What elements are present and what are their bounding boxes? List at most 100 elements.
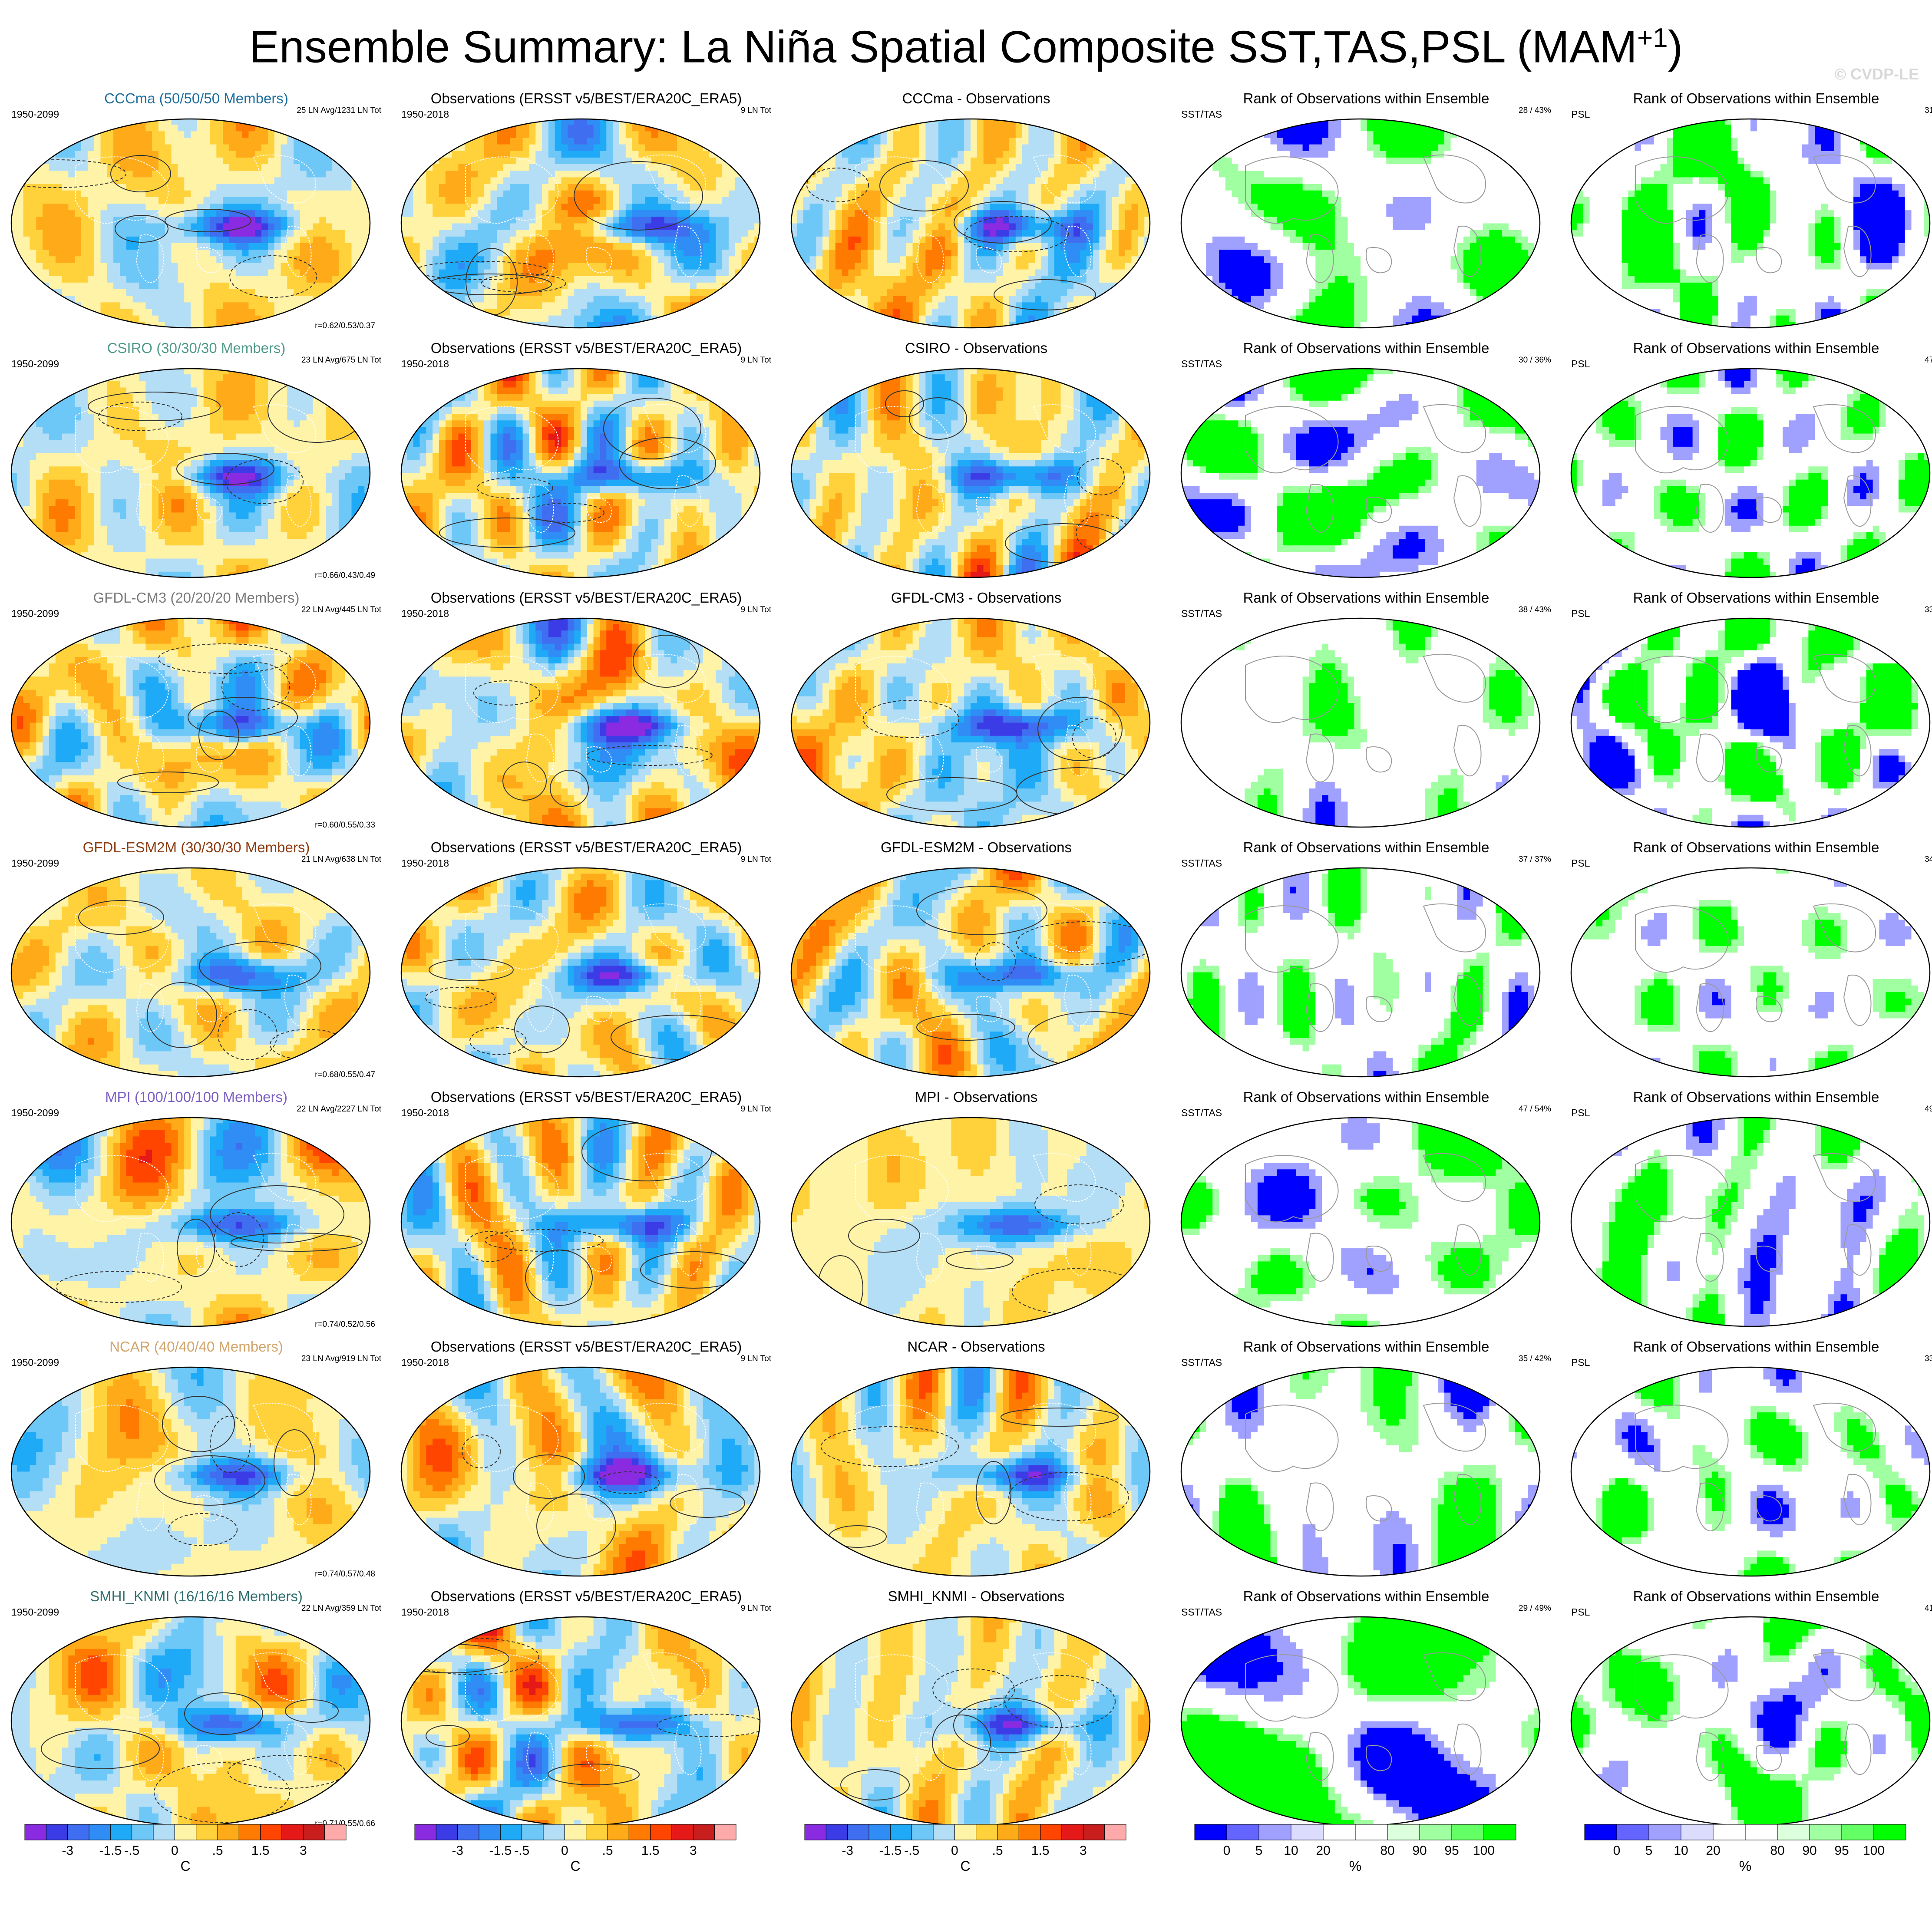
colorbar-tick-label: 0 [1223, 1843, 1231, 1858]
colorbar-tick-label: 100 [1473, 1843, 1495, 1858]
map-plot [400, 867, 761, 1078]
colorbar-box [522, 1824, 543, 1840]
colorbar-box [153, 1824, 175, 1840]
map-plot [1180, 1117, 1541, 1327]
map-plot [10, 867, 371, 1078]
map-plot [1570, 867, 1931, 1078]
colorbar-box [826, 1824, 847, 1840]
panel-title: Rank of Observations within Ensemble [1565, 839, 1932, 856]
panel-title: Observations (ERSST v5/BEST/ERA20C_ERA5) [395, 1339, 777, 1355]
colorbar-box [68, 1824, 89, 1840]
rank-percent: 49% [1925, 1105, 1932, 1114]
map-plot [400, 368, 761, 578]
colorbar-box [415, 1824, 436, 1840]
colorbar-tick-label: -1.5 [489, 1843, 512, 1858]
panel-rank_psl: Rank of Observations within Ensemble PSL 3… [1565, 1335, 1932, 1585]
colorbar-box [1040, 1824, 1062, 1840]
colorbar-box [1649, 1824, 1681, 1840]
colorbar-tick-label: .5 [602, 1843, 613, 1858]
colorbar-box [132, 1824, 153, 1840]
panel-diff: GFDL-ESM2M - Observations [785, 836, 1167, 1085]
colorbar-tick-label: .5 [212, 1843, 223, 1858]
panel-title: Rank of Observations within Ensemble [1175, 1339, 1557, 1355]
colorbar-tick-label: 90 [1802, 1843, 1816, 1858]
map-plot [1570, 1616, 1931, 1827]
colorbar-box [303, 1824, 324, 1840]
rank-percent: 33% [1925, 1354, 1932, 1364]
panel-title: MPI - Observations [785, 1089, 1167, 1105]
rank-percent: 31% [1925, 106, 1932, 115]
rank-percent: 47% [1925, 356, 1932, 365]
colorbar-unit: % [1349, 1858, 1361, 1874]
panel-model: SMHI_KNMI (16/16/16 Members) 1950-2099 22 … [5, 1585, 387, 1834]
panel-diff: CCCma - Observations [785, 87, 1167, 336]
panel-title: SMHI_KNMI (16/16/16 Members) [5, 1588, 387, 1605]
map-plot [10, 1616, 371, 1827]
panel-title: Rank of Observations within Ensemble [1175, 1588, 1557, 1605]
map-plot [1570, 118, 1931, 329]
panel-title: GFDL-CM3 - Observations [785, 590, 1167, 606]
colorbar-box [1713, 1824, 1745, 1840]
temperature-colorbar: -3 -1.5 -.5 0.5 1.5 3 C [24, 1824, 354, 1884]
colorbar-box [261, 1824, 282, 1840]
colorbar-tick-label: 95 [1834, 1843, 1849, 1858]
colorbar-box [500, 1824, 522, 1840]
map-plot [400, 617, 761, 828]
panel-title: Rank of Observations within Ensemble [1175, 839, 1557, 856]
colorbar-tick-label: .5 [992, 1843, 1003, 1858]
colorbar-box [1810, 1824, 1842, 1840]
map-plot [790, 368, 1151, 578]
panel-diff: CSIRO - Observations [785, 336, 1167, 586]
colorbar-tick-label: 3 [300, 1843, 307, 1858]
map-plot [400, 1616, 761, 1827]
colorbar-box [997, 1824, 1019, 1840]
title-main: Ensemble Summary: La Niña Spatial Compos… [249, 22, 1637, 73]
temperature-colorbar: -3 -1.5 -.5 0.5 1.5 3 C [414, 1824, 744, 1884]
panel-diff: MPI - Observations [785, 1085, 1167, 1335]
panel-title: NCAR - Observations [785, 1339, 1167, 1355]
colorbar-box [1019, 1824, 1040, 1840]
colorbar-tick-label: 20 [1706, 1843, 1720, 1858]
colorbar-tick-label: 20 [1316, 1843, 1330, 1858]
colorbar-box [1062, 1824, 1083, 1840]
panel-title: NCAR (40/40/40 Members) [5, 1339, 387, 1355]
map-plot [1570, 368, 1931, 578]
colorbar-box [458, 1824, 479, 1840]
colorbar-box [933, 1824, 954, 1840]
colorbar-box [1387, 1824, 1420, 1840]
map-plot [790, 1117, 1151, 1327]
event-count: 9 LN Tot [741, 356, 771, 365]
map-plot [10, 368, 371, 578]
panel-title: Observations (ERSST v5/BEST/ERA20C_ERA5) [395, 590, 777, 606]
colorbar-tick-label: 10 [1674, 1843, 1688, 1858]
map-plot [790, 867, 1151, 1078]
panel-rank_sst: Rank of Observations within Ensemble SST/… [1175, 836, 1557, 1085]
panel-rank_psl: Rank of Observations within Ensemble PSL 4… [1565, 1085, 1932, 1335]
map-plot [1180, 118, 1541, 329]
panel-diff: NCAR - Observations [785, 1335, 1167, 1585]
colorbar-box [1777, 1824, 1810, 1840]
temperature-colorbar: -3 -1.5 -.5 0.5 1.5 3 C [804, 1824, 1134, 1884]
colorbar-tick-label: 0 [951, 1843, 958, 1858]
colorbar-box [586, 1824, 608, 1840]
panel-title: Rank of Observations within Ensemble [1175, 340, 1557, 356]
colorbar-box [715, 1824, 736, 1840]
panel-rank_sst: Rank of Observations within Ensemble SST/… [1175, 1585, 1557, 1834]
colorbar-box [1874, 1824, 1906, 1840]
colorbar-box [1452, 1824, 1484, 1840]
colorbar-box [672, 1824, 693, 1840]
rank-percent: 35 / 42% [1519, 1354, 1551, 1364]
colorbar-box [565, 1824, 586, 1840]
map-plot [1180, 617, 1541, 828]
panel-title: Rank of Observations within Ensemble [1175, 590, 1557, 606]
colorbar-box [651, 1824, 672, 1840]
colorbar-box [239, 1824, 260, 1840]
rank-percent: 38 / 43% [1519, 605, 1551, 615]
panel-obs: Observations (ERSST v5/BEST/ERA20C_ERA5)… [395, 1085, 777, 1335]
colorbar-box [325, 1824, 346, 1840]
colorbar-box [869, 1824, 890, 1840]
panel-title: Observations (ERSST v5/BEST/ERA20C_ERA5) [395, 839, 777, 856]
colorbar-box [1323, 1824, 1355, 1840]
panel-title: Observations (ERSST v5/BEST/ERA20C_ERA5) [395, 90, 777, 107]
map-plot [1570, 617, 1931, 828]
